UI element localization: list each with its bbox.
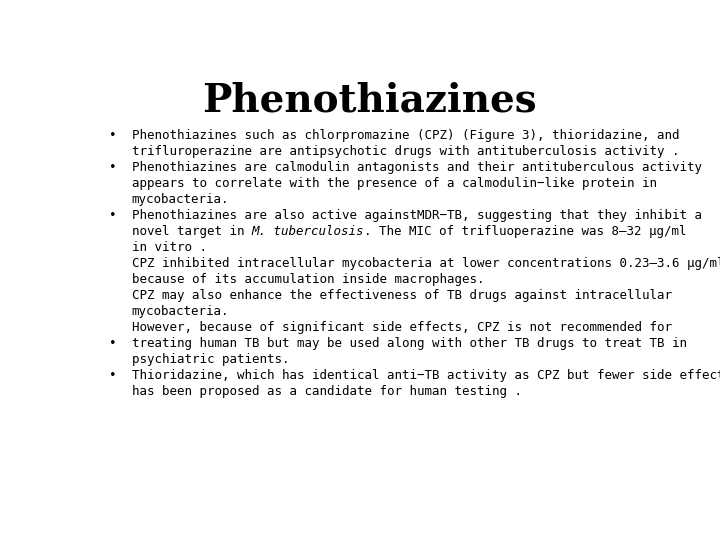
Text: mycobacteria.: mycobacteria. (132, 193, 230, 206)
Text: Phenothiazines: Phenothiazines (202, 82, 536, 119)
Text: psychiatric patients.: psychiatric patients. (132, 353, 289, 366)
Text: •: • (109, 210, 116, 222)
Text: Phenothiazines such as chlorpromazine (CPZ) (Figure 3), thioridazine, and: Phenothiazines such as chlorpromazine (C… (132, 129, 680, 142)
Text: CPZ inhibited intracellular mycobacteria at lower concentrations 0.23–3.6 μg/ml: CPZ inhibited intracellular mycobacteria… (132, 258, 720, 271)
Text: Thioridazine, which has identical anti−TB activity as CPZ but fewer side effects: Thioridazine, which has identical anti−T… (132, 369, 720, 382)
Text: CPZ may also enhance the effectiveness of TB drugs against intracellular: CPZ may also enhance the effectiveness o… (132, 289, 672, 302)
Text: . The MIC of trifluoperazine was 8–32 μg/ml: . The MIC of trifluoperazine was 8–32 μg… (364, 225, 687, 238)
Text: novel target in: novel target in (132, 225, 252, 238)
Text: Phenothiazines are calmodulin antagonists and their antituberculous activity: Phenothiazines are calmodulin antagonist… (132, 161, 702, 174)
Text: has been proposed as a candidate for human testing .: has been proposed as a candidate for hum… (132, 386, 522, 399)
Text: •: • (109, 161, 116, 174)
Text: Phenothiazines are also active againstMDR−TB, suggesting that they inhibit a: Phenothiazines are also active againstMD… (132, 210, 702, 222)
Text: in vitro .: in vitro . (132, 241, 207, 254)
Text: trifluroperazine are antipsychotic drugs with antituberculosis activity .: trifluroperazine are antipsychotic drugs… (132, 145, 680, 158)
Text: treating human TB but may be used along with other TB drugs to treat TB in: treating human TB but may be used along … (132, 338, 687, 350)
Text: •: • (109, 129, 116, 142)
Text: •: • (109, 369, 116, 382)
Text: M. tuberculosis: M. tuberculosis (252, 225, 364, 238)
Text: because of its accumulation inside macrophages.: because of its accumulation inside macro… (132, 273, 485, 286)
Text: However, because of significant side effects, CPZ is not recommended for: However, because of significant side eff… (132, 321, 672, 334)
Text: appears to correlate with the presence of a calmodulin−like protein in: appears to correlate with the presence o… (132, 177, 657, 190)
Text: mycobacteria.: mycobacteria. (132, 305, 230, 319)
Text: •: • (109, 338, 116, 350)
